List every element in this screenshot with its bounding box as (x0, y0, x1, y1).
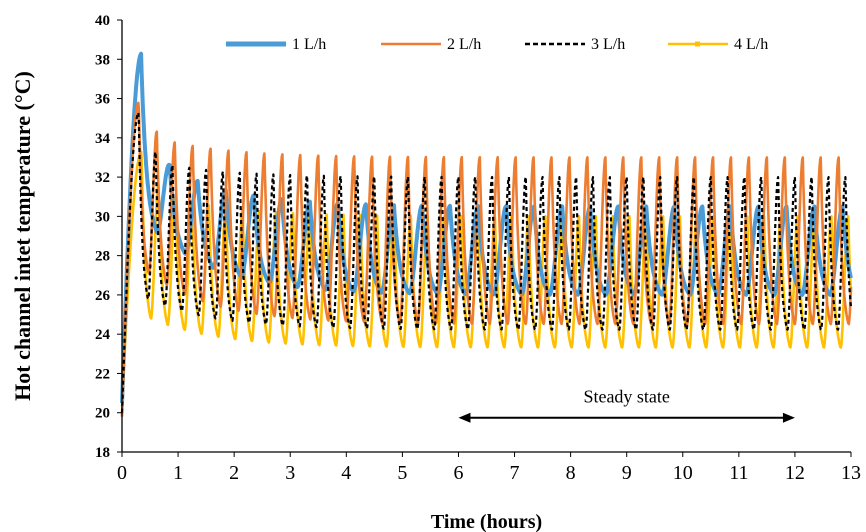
x-tick-label: 13 (841, 462, 861, 484)
legend-label-1: 1 L/h (292, 36, 326, 53)
series-line-3 (120, 111, 853, 413)
y-tick-label: 28 (95, 249, 110, 265)
y-axis-label: Hot channel intet temperature (°C) (10, 71, 35, 401)
y-tick-label: 20 (95, 406, 110, 422)
legend-label-3: 3 L/h (591, 36, 625, 53)
y-tick-label: 40 (95, 13, 110, 29)
x-tick-label: 0 (117, 462, 127, 484)
y-tick-label: 18 (95, 445, 110, 461)
x-tick-label: 10 (673, 462, 693, 484)
arrowhead-left (458, 412, 471, 423)
y-tick-label: 34 (95, 131, 111, 147)
legend: 1 L/h 2 L/h 3 L/h 4 L/h (226, 36, 768, 53)
x-tick-label: 4 (341, 462, 351, 484)
x-tick-label: 6 (453, 462, 463, 484)
x-tick-label: 8 (566, 462, 576, 484)
x-tick-label: 3 (285, 462, 295, 484)
arrowhead-right (782, 412, 795, 423)
y-ticks: 18 20 22 24 26 28 30 32 34 36 38 40 (95, 13, 122, 461)
x-tick-label: 11 (729, 462, 748, 484)
series-line-4 (120, 150, 853, 407)
steady-state-label: Steady state (583, 387, 669, 407)
x-tick-label: 7 (510, 462, 520, 484)
y-tick-label: 26 (95, 288, 111, 304)
y-tick-label: 22 (95, 366, 110, 382)
x-tick-label: 1 (173, 462, 183, 484)
series-line-2 (120, 101, 853, 417)
legend-label-2: 2 L/h (447, 36, 481, 53)
x-ticks: 0 1 2 3 4 5 6 7 8 9 10 11 12 13 (117, 452, 861, 484)
steady-state-annotation: Steady state (458, 387, 795, 423)
y-tick-label: 32 (95, 170, 110, 186)
legend-label-4: 4 L/h (734, 36, 768, 53)
y-tick-label: 36 (95, 92, 111, 108)
y-tick-label: 38 (95, 52, 110, 68)
plot-lines (120, 51, 853, 417)
y-tick-label: 24 (95, 327, 111, 343)
axes (121, 20, 851, 453)
x-tick-label: 2 (229, 462, 239, 484)
y-tick-label: 30 (95, 209, 110, 225)
x-tick-label: 12 (785, 462, 805, 484)
legend-marker-4 (695, 41, 700, 47)
x-axis-label: Time (hours) (431, 511, 542, 532)
x-tick-label: 5 (397, 462, 407, 484)
x-tick-label: 9 (622, 462, 632, 484)
